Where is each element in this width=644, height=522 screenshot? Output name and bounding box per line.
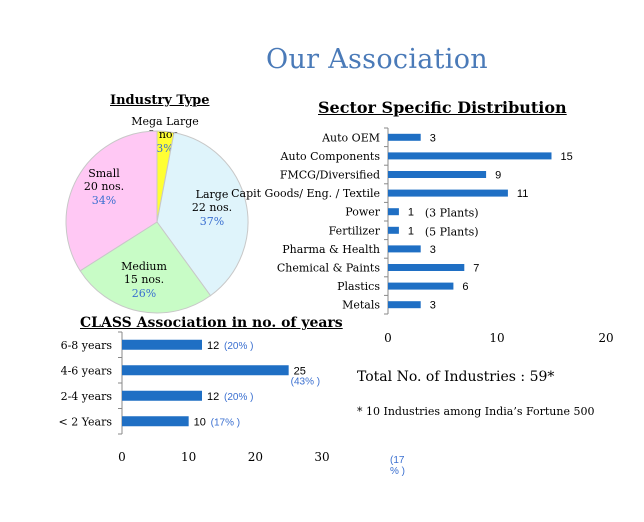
x-tick-label: 20: [598, 331, 613, 345]
pie-slice: [79, 221, 212, 314]
pie-slice-count: 20 nos.: [84, 180, 124, 193]
sector-bar-chart: Auto OEM 3 Auto Components 15 FMCG/Diversifi…: [231, 127, 614, 345]
value-label: 6: [462, 281, 468, 293]
percent-label: (43% ): [291, 376, 320, 387]
value-label: 9: [495, 170, 501, 182]
category-label: Plastics: [337, 280, 380, 293]
class-bar: [122, 416, 189, 427]
total-industries: Total No. of Industries : 59*: [357, 369, 555, 385]
category-label: 6-8 years: [61, 339, 113, 352]
sector-bar: [388, 152, 552, 160]
pie-slice-percent: 26%: [132, 287, 156, 300]
category-label: < 2 Years: [59, 415, 113, 428]
sector-bar: [388, 171, 487, 178]
pie-slice-label: Small: [88, 167, 120, 180]
sector-bar: [388, 282, 454, 290]
value-label: 25: [294, 365, 306, 377]
category-label: 4-6 years: [61, 364, 113, 377]
x-tick-label: 20: [248, 450, 263, 464]
category-label: Pharma & Health: [282, 243, 380, 256]
sector-bar: [388, 208, 399, 216]
value-label: 11: [517, 188, 528, 200]
category-label: Power: [345, 206, 381, 219]
pie-slice-count: 22 nos.: [192, 201, 232, 214]
category-label: FMCG/Diversified: [280, 169, 380, 182]
value-label: 1: [408, 225, 414, 237]
pie-slice-percent: 34%: [92, 194, 116, 207]
sector-bar: [388, 133, 421, 141]
value-label: 15: [561, 151, 573, 163]
x-tick-label: 10: [181, 450, 196, 464]
category-label: Auto OEM: [321, 131, 380, 144]
category-label: Capit Goods/ Eng. / Textile: [231, 187, 380, 200]
pie-slice-percent: 37%: [200, 215, 224, 228]
pie-slice-percent: 3%: [156, 142, 173, 155]
sector-bar: [388, 264, 465, 271]
x-tick-label: 0: [118, 450, 126, 464]
class-title: CLASS Association in no. of years: [80, 315, 343, 331]
value-label: 12: [207, 391, 219, 403]
percent-label: (17% ): [211, 417, 240, 428]
x-tick-label: 30: [314, 450, 329, 464]
value-label: 1: [408, 207, 414, 219]
stray-percent-label: (17 % ): [390, 455, 405, 477]
category-label: Chemical & Paints: [277, 262, 380, 275]
x-tick-label: 0: [384, 331, 392, 345]
class-bar: [122, 390, 202, 401]
percent-label: (20% ): [224, 341, 253, 352]
plant-note: (3 Plants): [425, 207, 479, 220]
value-label: 3: [430, 300, 436, 312]
sector-bar: [388, 189, 508, 197]
sector-bar: [388, 245, 421, 253]
pie-title: Industry Type: [110, 93, 210, 108]
x-tick-label: 10: [489, 331, 504, 345]
pie-slice-label: Mega Large: [131, 115, 199, 128]
pie-slice-count: 15 nos.: [124, 273, 164, 286]
category-label: Auto Components: [280, 150, 381, 163]
category-label: 2-4 years: [61, 390, 113, 403]
pie-slice-label: Large: [196, 188, 229, 201]
sector-title: Sector Specific Distribution: [318, 98, 567, 117]
sector-bar: [388, 226, 399, 234]
sector-bar: [388, 301, 421, 309]
class-bar-chart: 6-8 years 12 (20% ) 4-6 years 25(43% ) 2-4 ye…: [59, 331, 330, 464]
plant-note: (5 Plants): [425, 225, 479, 238]
page-title: Our Association: [266, 44, 488, 75]
value-label: 12: [207, 340, 219, 352]
value-label: 10: [194, 416, 206, 428]
class-bar: [122, 339, 202, 350]
category-label: Fertilizer: [329, 224, 381, 237]
value-label: 3: [430, 132, 436, 144]
percent-label: (20% ): [224, 392, 253, 403]
pie-slice: [156, 132, 249, 297]
value-label: 7: [473, 263, 479, 275]
category-label: Metals: [342, 299, 380, 312]
fortune-note: * 10 Industries among India’s Fortune 50…: [357, 405, 595, 418]
pie-slice-label: Medium: [121, 260, 167, 273]
pie-slice: [65, 130, 158, 272]
class-bar: [122, 365, 289, 376]
value-label: 3: [430, 244, 436, 256]
